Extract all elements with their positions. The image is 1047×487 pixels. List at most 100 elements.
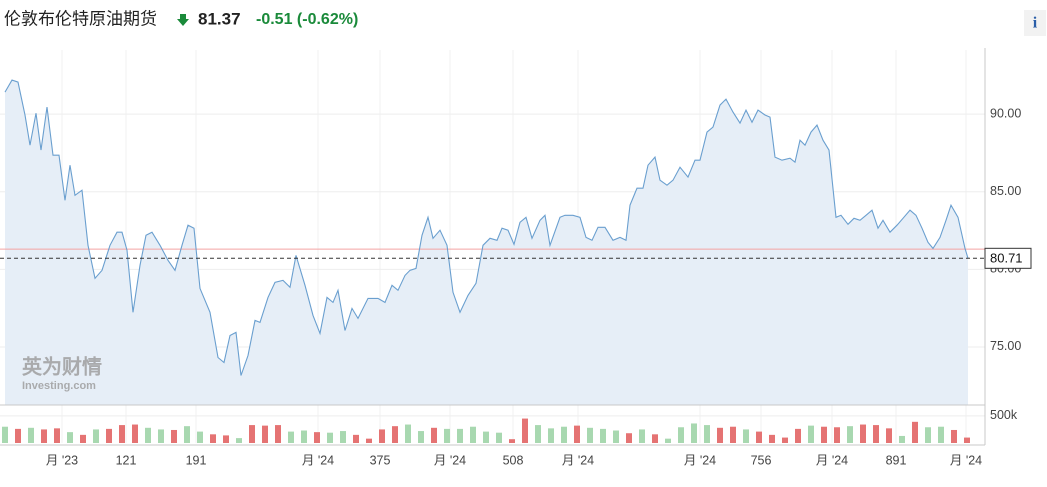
volume-bar <box>678 427 684 443</box>
volume-bar <box>80 434 86 443</box>
x-tick-label: 月 '24 <box>950 453 982 467</box>
volume-bar <box>938 426 944 443</box>
volume-bar <box>834 427 840 443</box>
volume-bar <box>210 434 216 443</box>
volume-bar <box>496 432 502 443</box>
volume-bar <box>470 426 476 443</box>
volume-bar <box>15 428 21 443</box>
x-tick-label: 月 '24 <box>684 453 716 467</box>
x-tick-label: 508 <box>503 453 524 467</box>
volume-bar <box>28 427 34 443</box>
volume-bar <box>548 428 554 443</box>
x-tick-label: 月 '24 <box>562 453 594 467</box>
volume-bar <box>522 418 528 443</box>
volume-bar <box>886 428 892 443</box>
volume-bar <box>444 428 450 443</box>
volume-bar <box>535 425 541 443</box>
volume-bar <box>925 427 931 443</box>
volume-bar <box>158 429 164 443</box>
volume-bar <box>899 435 905 443</box>
volume-bar <box>301 430 307 443</box>
y-tick-label: 90.00 <box>990 106 1021 120</box>
volume-bar <box>392 426 398 443</box>
volume-bar <box>67 432 73 443</box>
volume-bar <box>912 421 918 443</box>
volume-bar <box>145 427 151 443</box>
y-tick-label: 75.00 <box>990 339 1021 353</box>
x-tick-label: 月 '24 <box>816 453 848 467</box>
volume-bar <box>873 425 879 443</box>
volume-bar <box>236 438 242 443</box>
x-tick-label: 191 <box>186 453 207 467</box>
volume-bar <box>717 427 723 443</box>
volume-bar <box>106 428 112 443</box>
down-arrow <box>177 14 189 26</box>
x-tick-label: 375 <box>370 453 391 467</box>
volume-bar <box>275 425 281 443</box>
volume-bar <box>860 424 866 443</box>
volume-bar <box>600 428 606 443</box>
volume-bar <box>366 438 372 443</box>
volume-bar <box>964 437 970 443</box>
volume-bar <box>795 428 801 443</box>
x-tick-label: 121 <box>116 453 137 467</box>
volume-bar <box>314 432 320 443</box>
volume-bar <box>457 428 463 443</box>
volume-bar <box>626 433 632 443</box>
volume-bar <box>951 429 957 443</box>
volume-bar <box>704 425 710 443</box>
volume-bar <box>171 429 177 443</box>
last-price-box <box>984 247 1032 269</box>
watermark: 英为财情 <box>22 354 102 378</box>
volume-bar <box>119 425 125 443</box>
info-button[interactable] <box>1024 10 1046 36</box>
volume-bar <box>483 431 489 443</box>
price-line <box>4 79 969 376</box>
x-tick-label: 月 '24 <box>434 453 466 467</box>
volume-bar <box>652 434 658 443</box>
x-tick-label: 891 <box>886 453 907 467</box>
volume-bar <box>184 426 190 443</box>
volume-bar <box>613 430 619 443</box>
chart-title: 伦敦布伦特原油期货 <box>4 9 157 28</box>
volume-bar <box>353 434 359 443</box>
volume-bar <box>197 431 203 443</box>
x-tick-label: 756 <box>751 453 772 467</box>
volume-bar <box>54 428 60 443</box>
volume-bar <box>847 426 853 443</box>
volume-bar <box>379 429 385 443</box>
volume-bar <box>405 424 411 443</box>
volume-bar <box>327 432 333 443</box>
y-tick-label: 500k <box>990 408 1018 422</box>
volume-bar <box>288 431 294 443</box>
info-icon[interactable]: i <box>1033 15 1038 32</box>
volume-bar <box>509 439 515 443</box>
volume-bar <box>665 438 671 443</box>
volume-bar <box>821 426 827 443</box>
volume-bar <box>340 431 346 443</box>
volume-bar <box>223 435 229 443</box>
volume-bar <box>431 427 437 443</box>
volume-bar <box>93 429 99 443</box>
volume-bar <box>561 426 567 443</box>
volume-bar <box>574 425 580 443</box>
volume-bar <box>639 429 645 443</box>
volume-bar <box>808 425 814 443</box>
price: 81.37 <box>198 9 241 28</box>
last-price-label: 80.71 <box>990 251 1023 266</box>
change: -0.51 (-0.62%) <box>256 11 358 28</box>
x-tick-label: 月 '23 <box>46 453 78 467</box>
volume-bar <box>730 426 736 443</box>
volume-bar <box>587 427 593 443</box>
volume-bar <box>782 437 788 443</box>
volume-bar <box>249 425 255 443</box>
x-tick-label: 月 '24 <box>302 453 334 467</box>
volume-bar <box>262 425 268 443</box>
volume-bar <box>41 429 47 443</box>
volume-bar <box>756 431 762 443</box>
volume-bar <box>132 424 138 443</box>
watermark-sub: Investing.com <box>22 380 96 392</box>
volume-bar <box>691 423 697 443</box>
